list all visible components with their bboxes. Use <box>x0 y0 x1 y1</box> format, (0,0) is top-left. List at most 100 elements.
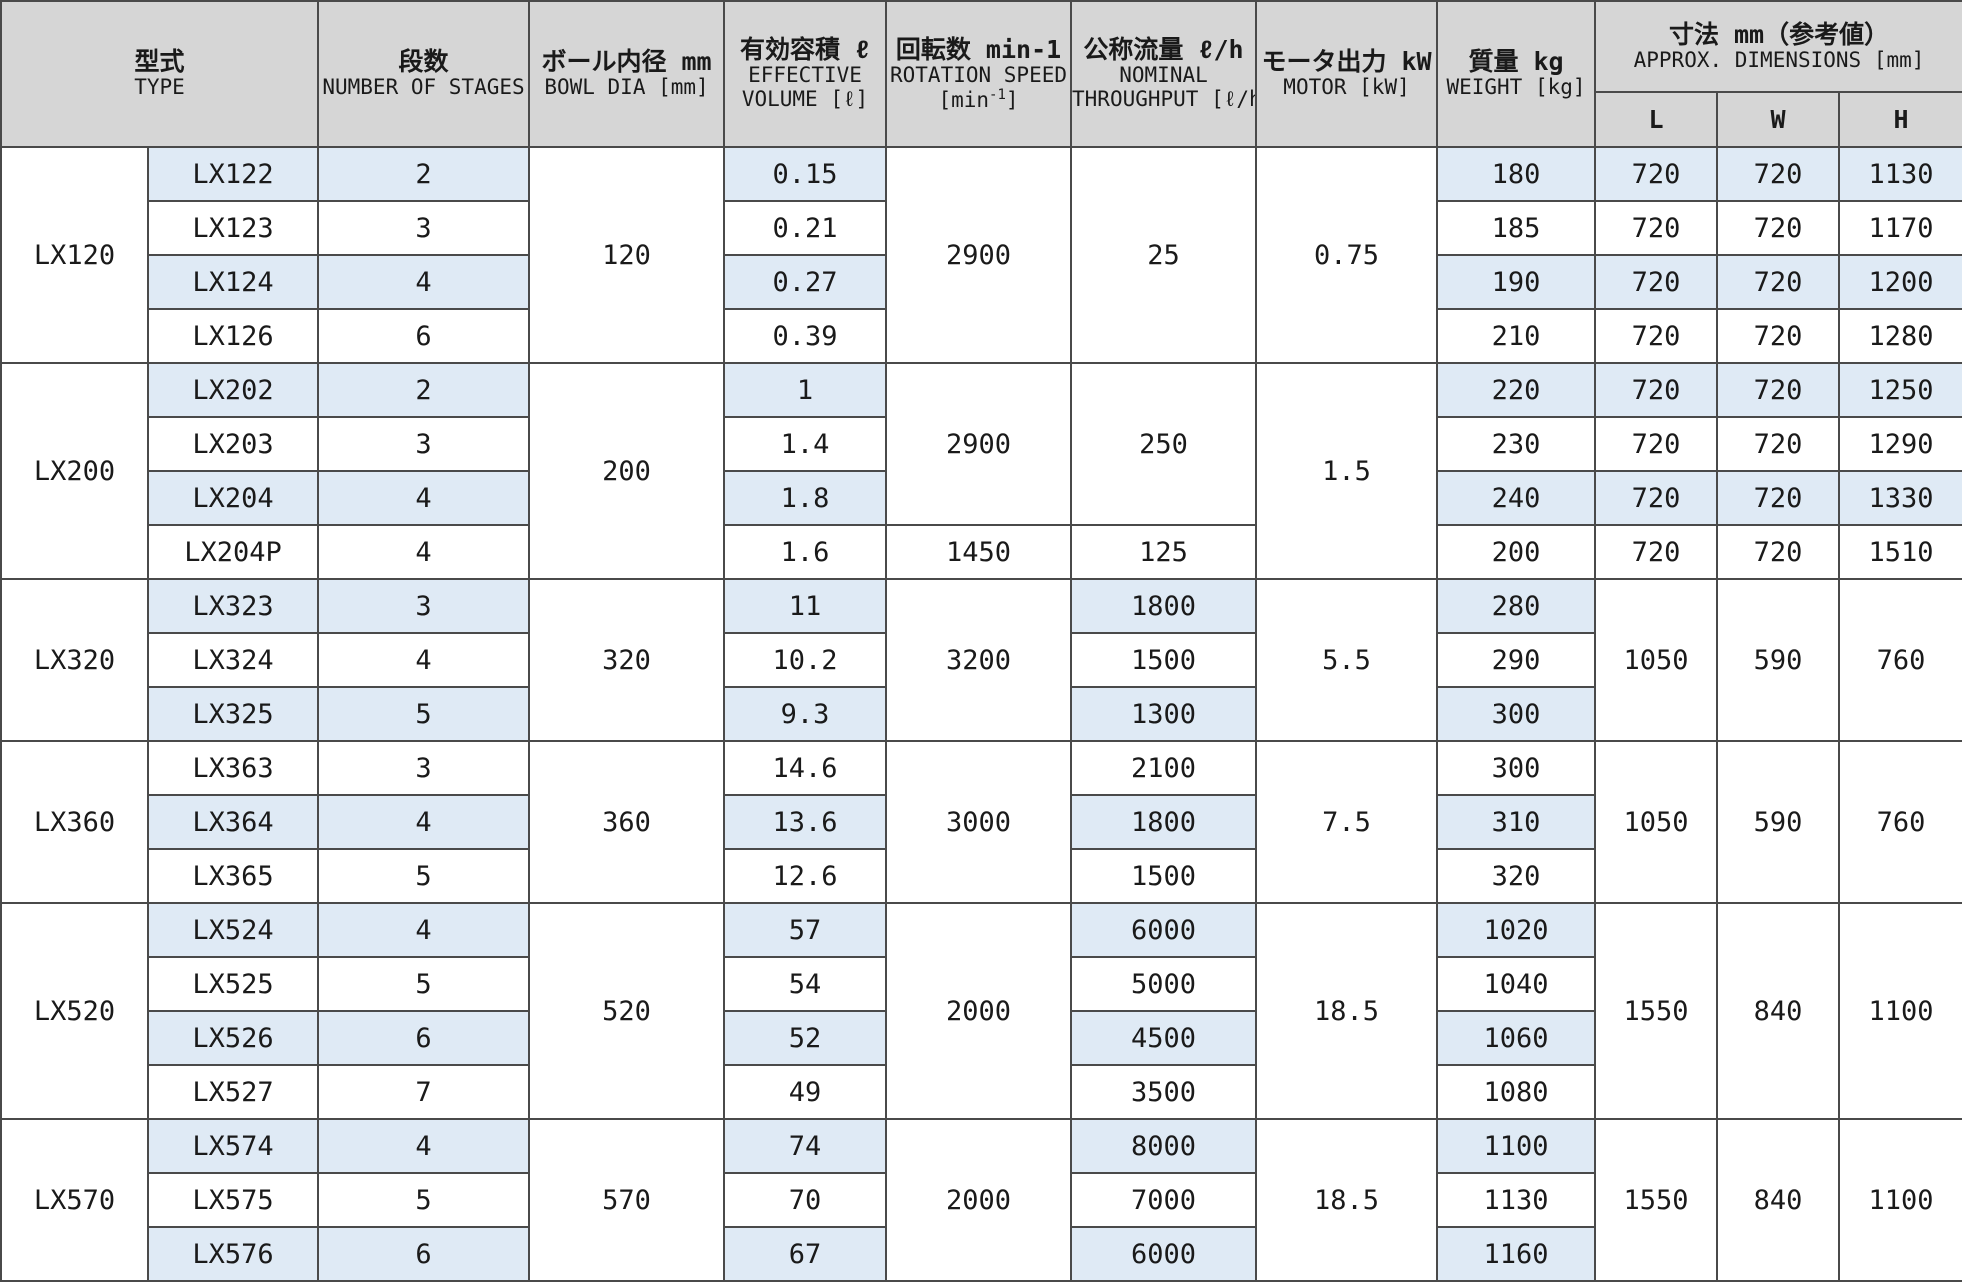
header-stages-jp: 段数 <box>398 47 449 77</box>
volume-cell: 49 <box>723 1064 888 1120</box>
dim-h-cell: 760 <box>1838 578 1962 742</box>
dim-w-cell: 720 <box>1716 254 1841 310</box>
table-row: LX325 5 9.3 1300 300 <box>1 686 1962 742</box>
table-row: LX364 4 13.6 1800 310 <box>1 794 1962 850</box>
volume-cell: 11 <box>723 578 888 634</box>
dim-h-cell: 1280 <box>1838 308 1962 364</box>
flow-cell: 25 <box>1070 146 1258 364</box>
dim-w-cell: 840 <box>1716 902 1841 1120</box>
model-cell: LX324 <box>146 632 320 688</box>
header-type-en: TYPE <box>134 75 185 100</box>
model-cell: LX365 <box>146 848 320 904</box>
header-flow-jp: 公称流量 ℓ/h <box>1083 35 1244 65</box>
dim-w-cell: 720 <box>1716 200 1841 256</box>
table-row: LX525 5 54 5000 1040 <box>1 956 1962 1012</box>
dim-h-cell: 1100 <box>1838 1118 1962 1282</box>
header-type: 型式 TYPE <box>0 0 320 148</box>
model-cell: LX364 <box>146 794 320 850</box>
model-cell: LX363 <box>146 740 320 796</box>
header-weight-jp: 質量 kg <box>1468 47 1564 77</box>
flow-cell: 1500 <box>1070 632 1258 688</box>
dim-l-cell: 720 <box>1594 254 1719 310</box>
flow-cell: 1800 <box>1070 794 1258 850</box>
dim-l-cell: 720 <box>1594 146 1719 202</box>
table-row: LX200 LX202 2 200 1 2900 250 1.5 220 720… <box>0 362 1962 580</box>
dim-w-cell: 720 <box>1716 308 1841 364</box>
bowl-dia-cell: 200 <box>528 362 726 580</box>
dim-w-cell: 720 <box>1716 470 1841 526</box>
series-cell: LX360 <box>0 740 149 904</box>
rpm-cell: 1450 <box>885 524 1073 580</box>
model-cell: LX124 <box>146 254 320 310</box>
flow-cell: 7000 <box>1070 1172 1258 1228</box>
volume-cell: 0.21 <box>723 200 888 256</box>
dim-l-cell: 720 <box>1594 524 1719 580</box>
dim-l-cell: 1550 <box>1594 1118 1719 1282</box>
stages-cell: 5 <box>317 1172 531 1228</box>
volume-cell: 13.6 <box>723 794 888 850</box>
dim-l-cell: 1050 <box>1594 740 1719 904</box>
model-cell: LX325 <box>146 686 320 742</box>
stages-cell: 3 <box>317 740 531 796</box>
header-volume-en2: VOLUME [ℓ] <box>741 87 869 111</box>
header-motor-jp: モータ出力 kW <box>1261 47 1432 77</box>
dim-w-cell: 590 <box>1716 740 1841 904</box>
header-dim-h: H <box>1838 91 1962 148</box>
header-stages: 段数 NUMBER OF STAGES <box>317 0 531 148</box>
table-row: LX204 4 1.8 240 720 720 1330 <box>1 470 1962 526</box>
header-throughput: 公称流量 ℓ/h NOMINAL THROUGHPUT [ℓ/h] <box>1070 0 1258 148</box>
dim-w-cell: 840 <box>1716 1118 1841 1282</box>
series-cell: LX200 <box>0 362 149 580</box>
dim-l-cell: 1050 <box>1594 578 1719 742</box>
model-cell: LX204 <box>146 470 320 526</box>
table-row: LX520 LX524 4 520 57 2000 6000 18.5 1020… <box>0 902 1962 1120</box>
volume-cell: 12.6 <box>723 848 888 904</box>
header-dimensions-en: APPROX. DIMENSIONS [mm] <box>1633 47 1925 72</box>
bowl-dia-cell: 320 <box>528 578 726 742</box>
table-row: LX365 5 12.6 1500 320 <box>1 848 1962 904</box>
weight-cell: 185 <box>1436 200 1597 256</box>
model-cell: LX524 <box>146 902 320 958</box>
dim-h-cell: 1330 <box>1838 470 1962 526</box>
dim-h-cell: 1510 <box>1838 524 1962 580</box>
motor-cell: 1.5 <box>1255 362 1439 580</box>
bowl-dia-cell: 570 <box>528 1118 726 1282</box>
dim-h-cell: 1290 <box>1838 416 1962 472</box>
header-rpm-unit-pre: [min <box>938 87 990 112</box>
dim-l-cell: 720 <box>1594 308 1719 364</box>
table-row: LX320 LX323 3 320 11 3200 1800 5.5 280 1… <box>0 578 1962 742</box>
volume-cell: 57 <box>723 902 888 958</box>
stages-cell: 5 <box>317 848 531 904</box>
weight-cell: 1040 <box>1436 956 1597 1012</box>
header-weight-en: WEIGHT [kg] <box>1446 75 1586 100</box>
stages-cell: 7 <box>317 1064 531 1120</box>
weight-cell: 1100 <box>1436 1118 1597 1174</box>
header-dimensions-jp: 寸法 mm（参考値） <box>1668 19 1890 49</box>
volume-cell: 1 <box>723 362 888 418</box>
dim-w-cell: 590 <box>1716 578 1841 742</box>
header-rpm-en1: ROTATION SPEED <box>890 62 1068 87</box>
flow-cell: 1500 <box>1070 848 1258 904</box>
weight-cell: 1060 <box>1436 1010 1597 1066</box>
dim-h-cell: 760 <box>1838 740 1962 904</box>
dim-w-cell: 720 <box>1716 362 1841 418</box>
weight-cell: 230 <box>1436 416 1597 472</box>
rpm-cell: 2900 <box>885 146 1073 364</box>
stages-cell: 4 <box>317 632 531 688</box>
stages-cell: 4 <box>317 470 531 526</box>
bowl-dia-cell: 520 <box>528 902 726 1120</box>
flow-cell: 250 <box>1070 362 1258 526</box>
volume-cell: 0.27 <box>723 254 888 310</box>
stages-cell: 3 <box>317 200 531 256</box>
table-body: LX120 LX122 2 120 0.15 2900 25 0.75 180 … <box>0 146 1962 1282</box>
flow-cell: 1300 <box>1070 686 1258 742</box>
motor-cell: 0.75 <box>1255 146 1439 364</box>
stages-cell: 3 <box>317 416 531 472</box>
volume-cell: 9.3 <box>723 686 888 742</box>
stages-cell: 2 <box>317 146 531 202</box>
table-row: LX527 7 49 3500 1080 <box>1 1064 1962 1120</box>
rpm-cell: 3200 <box>885 578 1073 742</box>
header-weight: 質量 kg WEIGHT [kg] <box>1436 0 1597 148</box>
header-motor: モータ出力 kW MOTOR [kW] <box>1255 0 1439 148</box>
header-rpm-unit-sup: -1 <box>989 86 1006 103</box>
